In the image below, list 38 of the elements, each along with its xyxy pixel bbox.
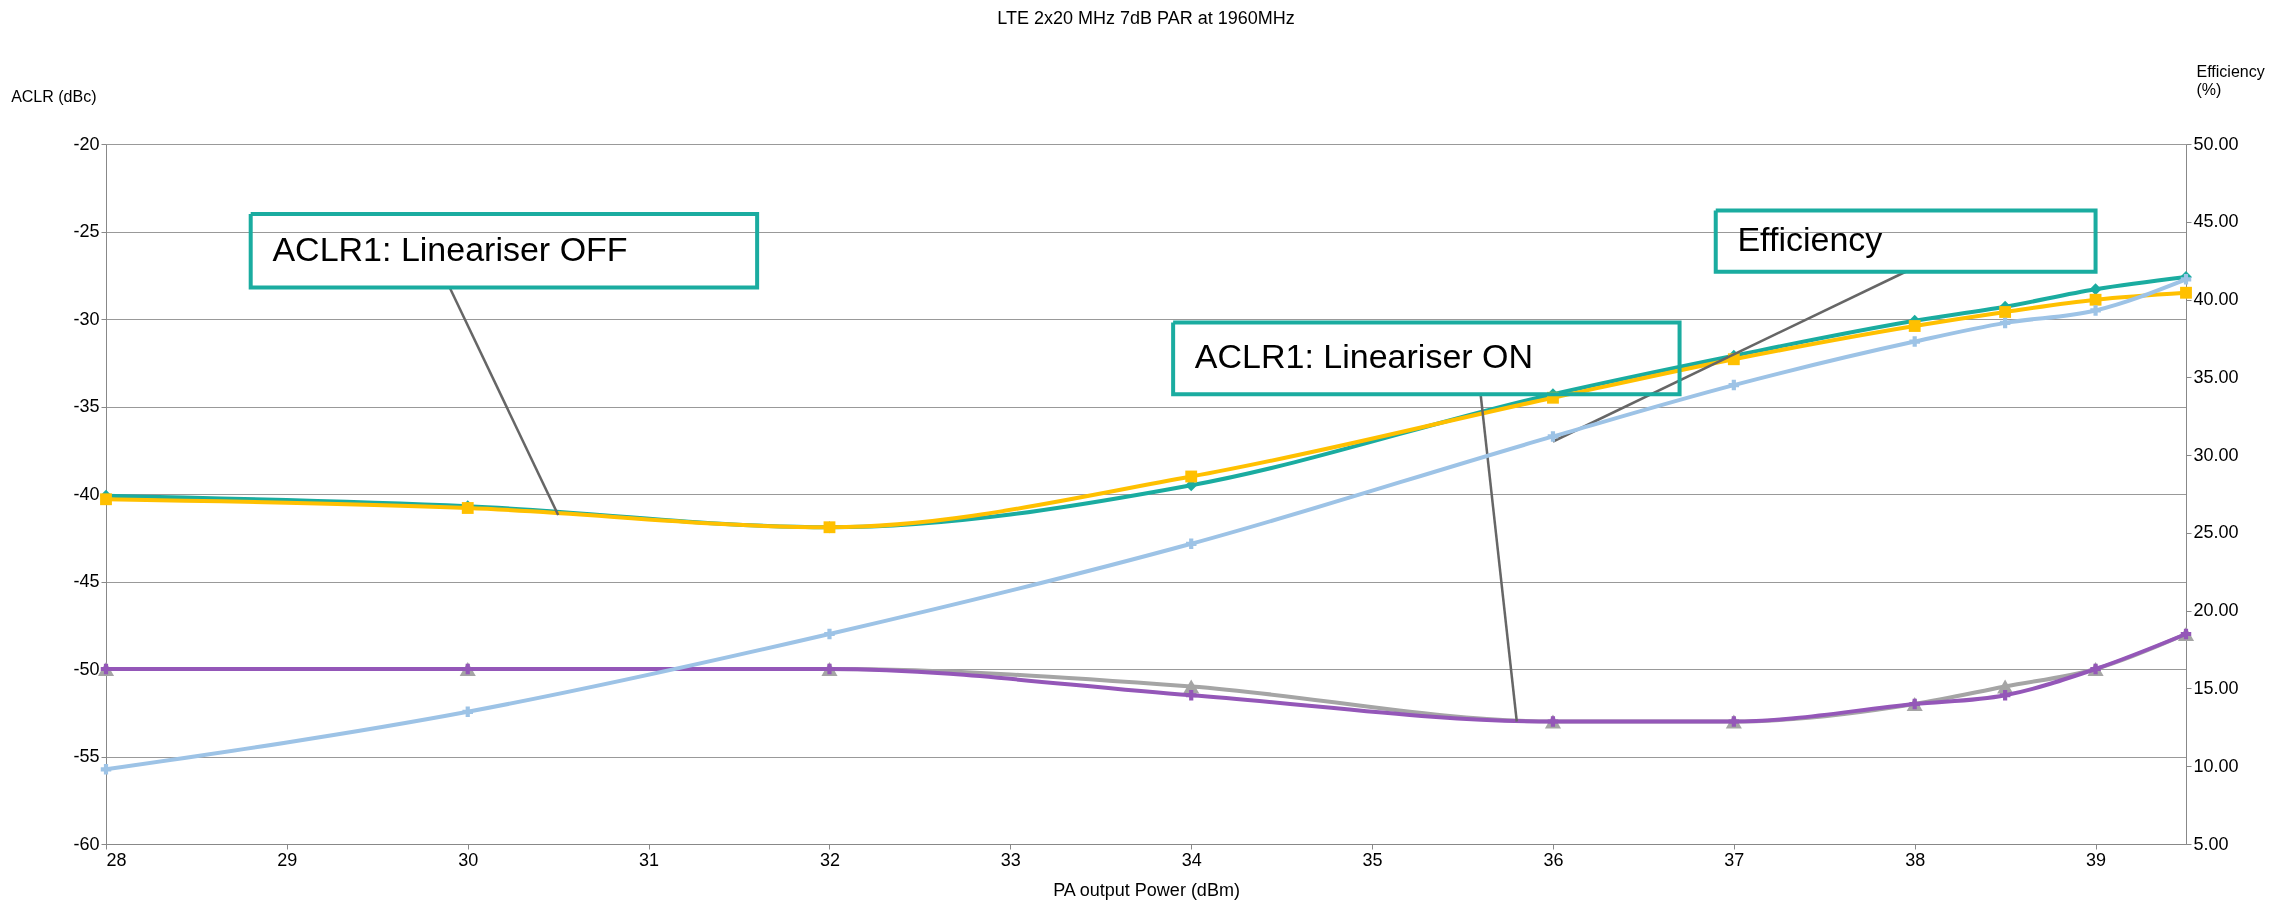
y-tick-label: -60 (73, 833, 100, 854)
y2-tick-label: 40.00 (2193, 289, 2239, 310)
y-tick-label: -50 (73, 658, 100, 679)
y-tick-label: -40 (73, 483, 100, 504)
y2-tick-label: 15.00 (2193, 677, 2239, 698)
annotation: ACLR1: Lineariser OFF (272, 229, 628, 268)
chart-title: LTE 2x20 MHz 7dB PAR at 1960MHz (997, 8, 1295, 28)
y2-tick-label: 25.00 (2193, 522, 2239, 543)
y-tick-label: -35 (73, 396, 100, 416)
x-tick-label: 32 (819, 849, 840, 870)
y2-tick-label: 10.00 (2193, 755, 2239, 776)
y-tick-label: -55 (73, 746, 100, 766)
y2-tick-label: 50.00 (2193, 133, 2239, 154)
y2-axis-title: Efficiency (%) (2196, 62, 2265, 98)
y-tick-label: -30 (73, 308, 100, 329)
x-tick-label: 36 (1543, 849, 1564, 870)
y2-tick-label: 20.00 (2193, 600, 2239, 621)
x-tick-label: 30 (458, 849, 479, 870)
y2-tick-label: 5.00 (2193, 833, 2229, 854)
x-tick-label: 37 (1724, 849, 1745, 870)
x-tick-label: 34 (1181, 849, 1202, 870)
x-tick-label: 29 (277, 849, 298, 870)
x-tick-label: 38 (1905, 849, 1926, 870)
y-tick-label: -20 (73, 133, 100, 154)
x-tick-label: 33 (1000, 849, 1021, 870)
annotation: Efficiency (1737, 220, 1883, 259)
y-tick-label: -45 (73, 571, 100, 591)
x-tick-label: 31 (639, 849, 660, 870)
x-tick-label: 28 (106, 849, 127, 870)
x-axis-title: PA output Power (dBm) (1053, 879, 1240, 900)
annotation: ACLR1: Lineariser ON (1194, 337, 1534, 376)
y2-tick-label: 45.00 (2193, 211, 2239, 232)
x-tick-label: 39 (2086, 849, 2107, 870)
x-tick-label: 35 (1362, 849, 1383, 870)
y2-tick-label: 35.00 (2193, 366, 2239, 387)
y-tick-label: -25 (73, 221, 100, 241)
y2-tick-label: 30.00 (2193, 444, 2239, 465)
y-axis-title: ACLR (dBc) (11, 87, 97, 105)
